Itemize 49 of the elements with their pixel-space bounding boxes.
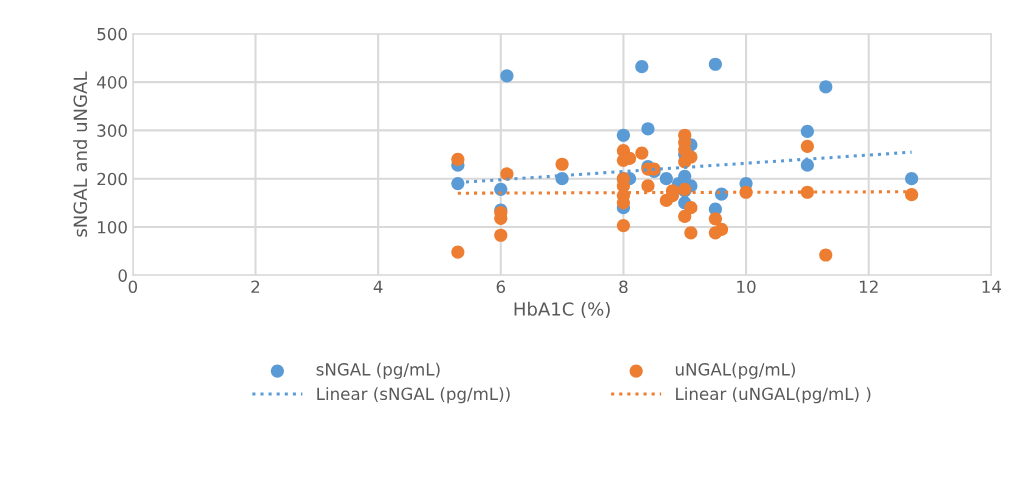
x-tick-label: 6 (496, 280, 506, 294)
point (800, 158, 814, 172)
point (708, 57, 722, 71)
x-tick-label: 12 (859, 280, 878, 293)
y-axis-title: sNGAL and uNGAL (73, 71, 88, 237)
point (708, 212, 722, 226)
point (500, 167, 514, 181)
y-tick-label: 0 (118, 269, 127, 282)
point (905, 188, 919, 202)
y-tick-label: 300 (97, 124, 127, 137)
legend-label: Linear (sNGAL (pg/mL)) (317, 387, 510, 404)
point (616, 128, 631, 142)
point (800, 139, 814, 153)
point (641, 122, 655, 136)
legend-label: Linear (uNGAL(pg/mL) ) (676, 387, 871, 404)
point (684, 201, 698, 215)
point (500, 69, 514, 83)
x-tick-label: 2 (251, 280, 260, 293)
point (714, 222, 729, 237)
point (641, 179, 655, 193)
y-tick-label: 200 (97, 172, 127, 186)
point (494, 228, 508, 242)
point (659, 172, 673, 186)
point (635, 60, 649, 74)
x-tick-label: 0 (128, 280, 138, 294)
x-tick-label: 10 (737, 280, 756, 294)
y-tick-label: 100 (98, 220, 127, 234)
x-tick-label: 4 (373, 280, 383, 293)
x-axis-title: HbA1C (%) (514, 301, 610, 318)
legend-label: sNGAL (pg/mL) (316, 362, 440, 379)
legend-label: uNGAL(pg/mL) (675, 362, 795, 379)
point (800, 185, 814, 199)
point (494, 182, 508, 196)
point (451, 245, 465, 259)
y-tick-label: 500 (97, 27, 127, 41)
point (451, 176, 465, 191)
point (684, 226, 698, 240)
x-tick-label: 14 (982, 280, 1002, 293)
point (905, 172, 919, 186)
point (555, 157, 569, 171)
x-tick-label: 8 (619, 280, 628, 294)
point (800, 124, 814, 138)
point (616, 218, 631, 233)
point (819, 248, 833, 262)
y-tick-label: 400 (97, 76, 127, 89)
point (819, 80, 833, 94)
point (678, 169, 692, 183)
point (635, 146, 649, 160)
point (451, 152, 465, 166)
